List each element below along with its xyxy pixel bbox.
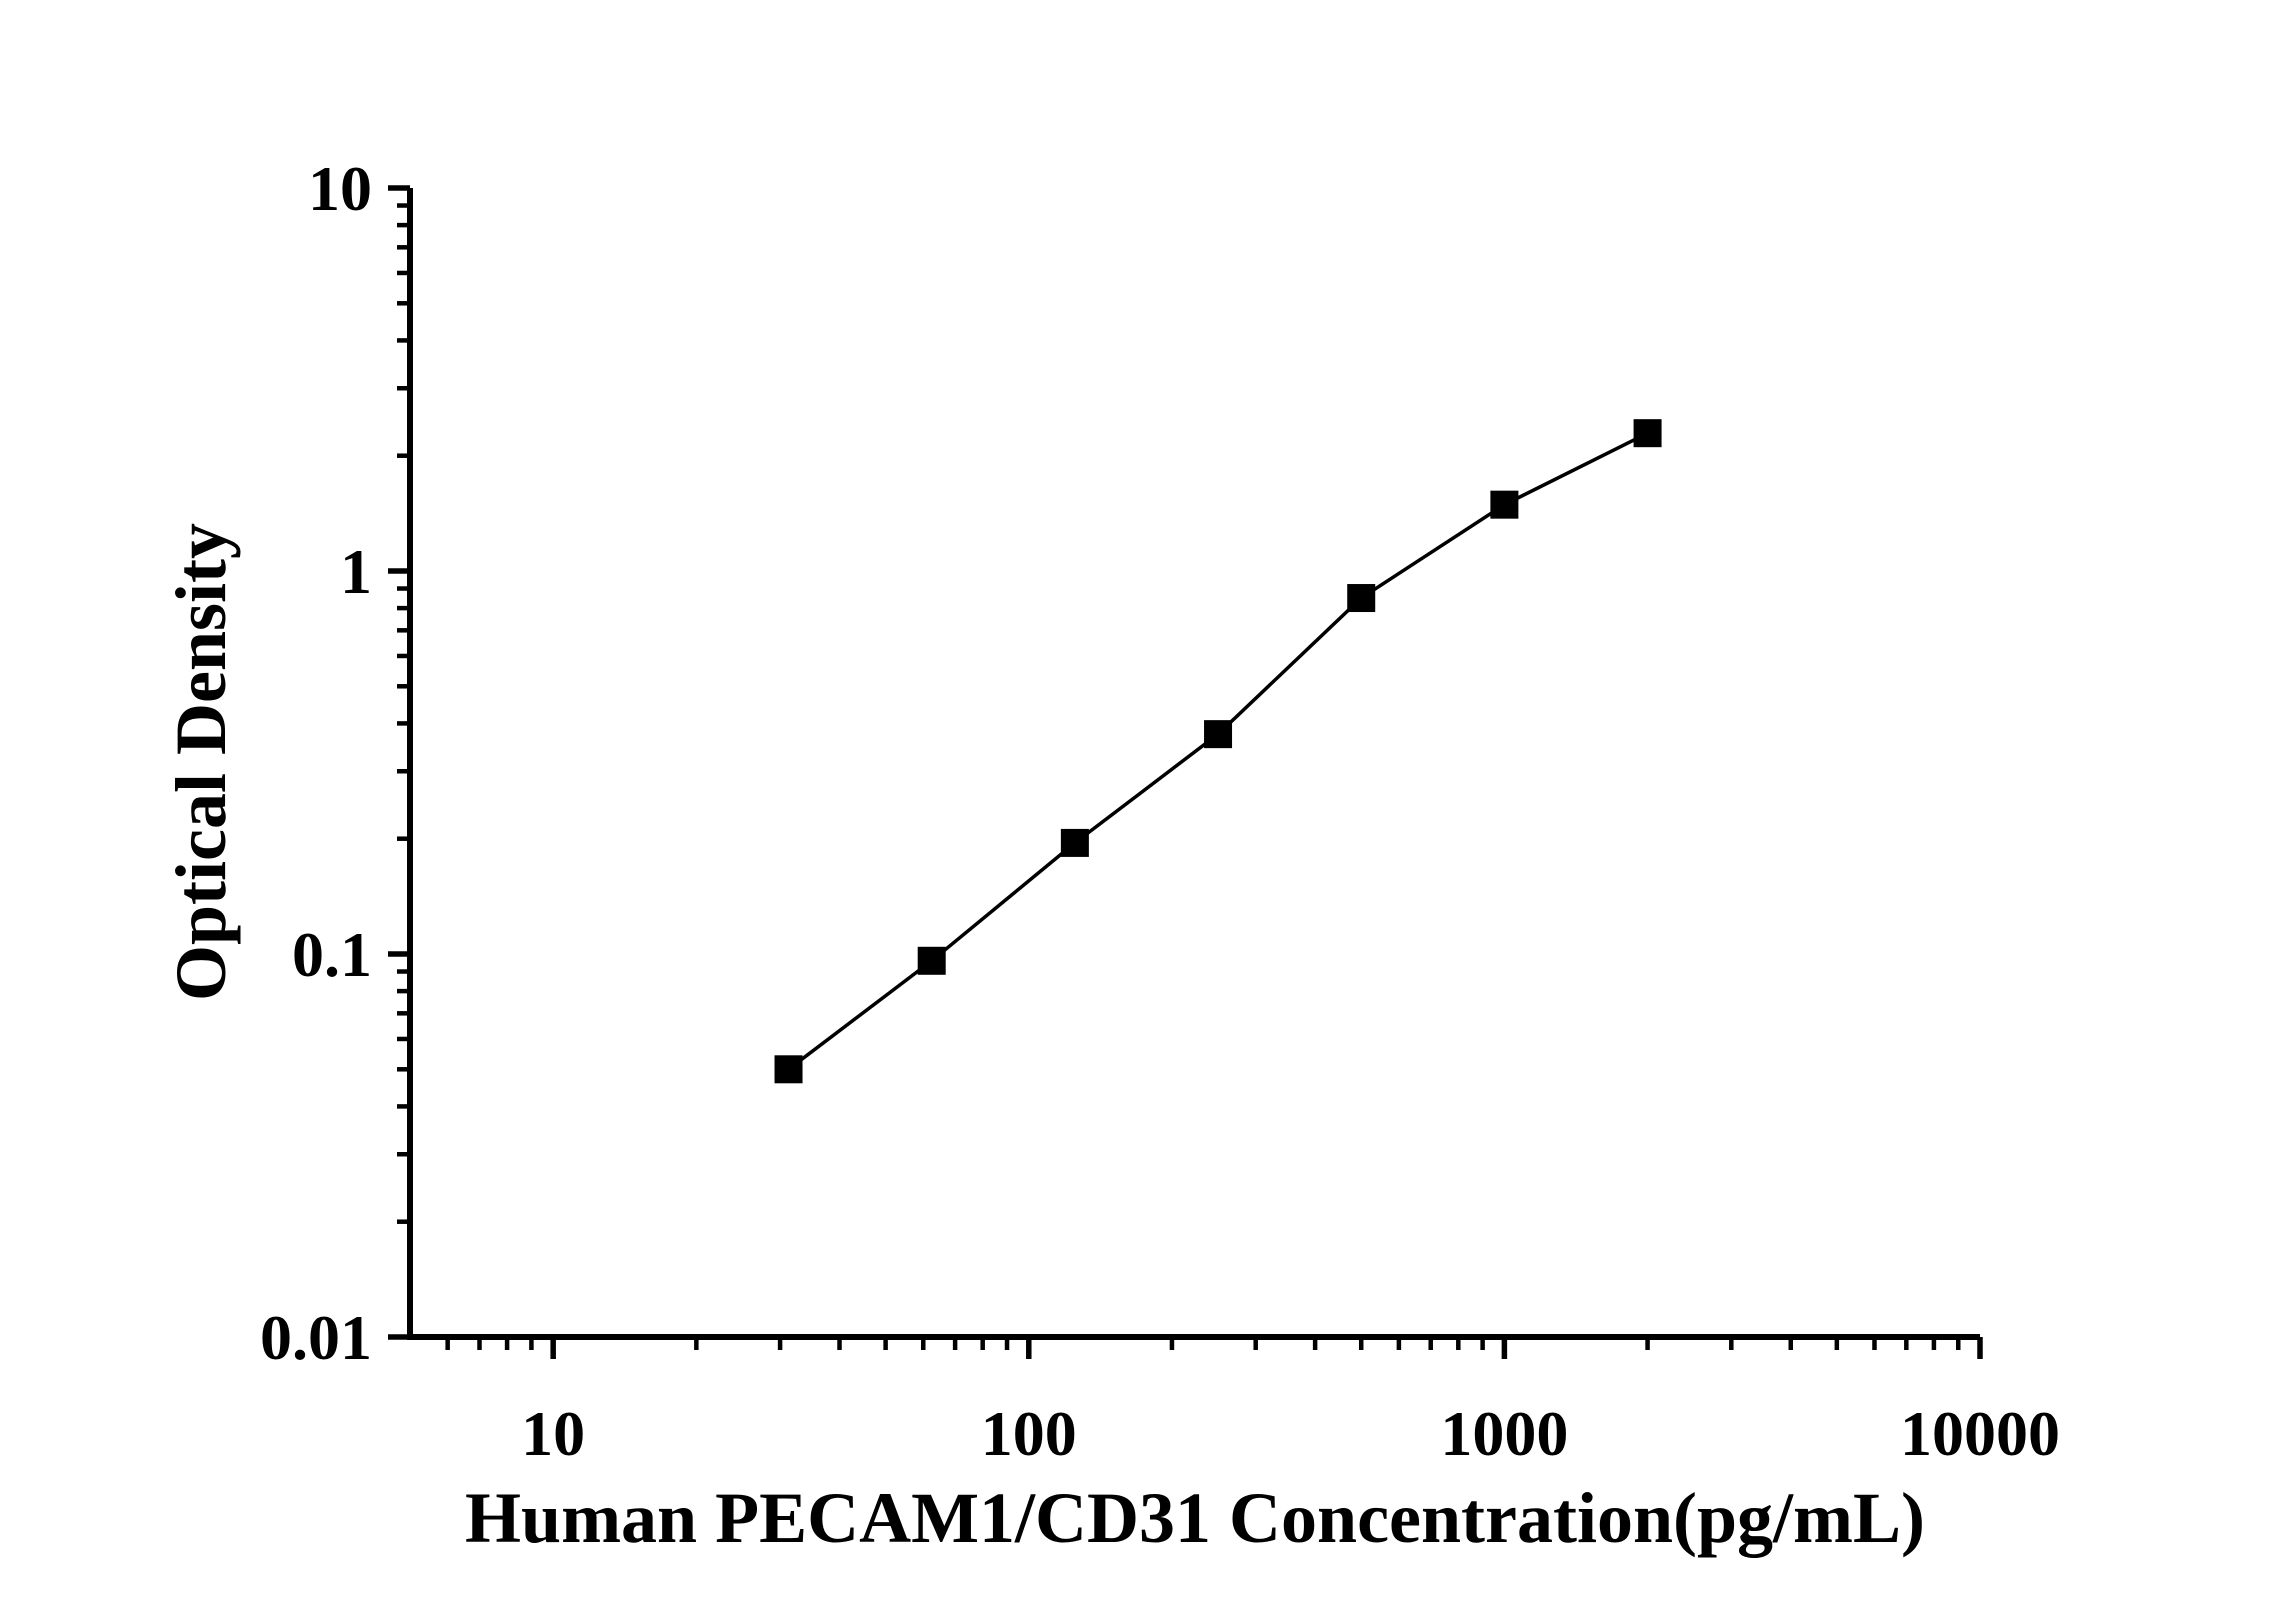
- y-axis-title: Optical Density: [161, 523, 241, 1001]
- data-point-marker: [1490, 490, 1519, 519]
- data-point-marker: [774, 1055, 803, 1084]
- y-tick-label: 0.1: [292, 919, 372, 990]
- series-line: [787, 431, 1649, 1071]
- y-tick-label: 10: [308, 153, 372, 224]
- data-point-marker: [1633, 419, 1662, 448]
- data-series: [774, 419, 1662, 1084]
- data-point-marker: [1060, 828, 1089, 857]
- y-tick-label: 1: [340, 536, 372, 607]
- data-point-marker: [917, 946, 946, 975]
- x-axis-title: Human PECAM1/CD31 Concentration(pg/mL): [465, 1478, 1925, 1558]
- axes: 10 100 1000 10000 0.01 0.1 1 10: [260, 153, 2060, 1469]
- data-point-marker: [1347, 584, 1376, 613]
- y-tick-label: 0.01: [260, 1302, 372, 1373]
- data-point-marker: [1204, 720, 1233, 749]
- x-tick-label: 1000: [1440, 1398, 1568, 1469]
- x-tick-label: 10: [521, 1398, 585, 1469]
- x-tick-label: 100: [981, 1398, 1077, 1469]
- x-tick-label: 10000: [1900, 1398, 2060, 1469]
